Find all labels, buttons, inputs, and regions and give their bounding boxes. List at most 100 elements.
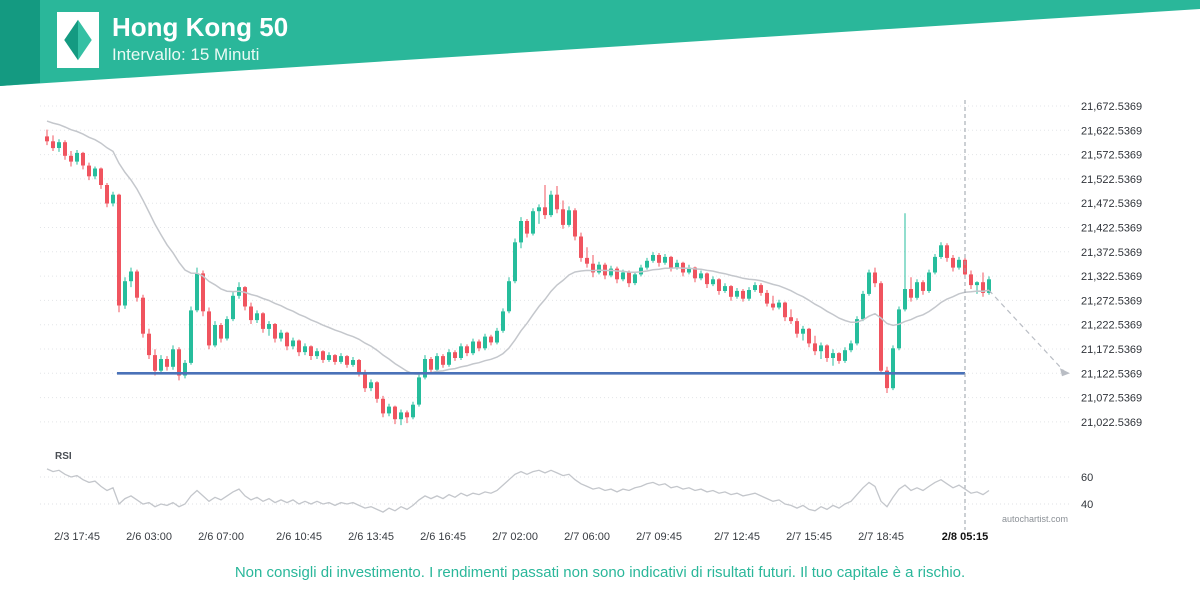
candle-up: [753, 285, 757, 290]
candle-down: [981, 282, 985, 293]
candle-down: [45, 136, 49, 142]
candle-up: [861, 293, 865, 320]
candle-up: [183, 362, 187, 376]
candle-down: [363, 372, 367, 389]
candle-down: [105, 185, 109, 204]
candle-down: [951, 257, 955, 268]
candle-up: [549, 194, 553, 216]
candle-up: [735, 290, 739, 297]
candle-down: [741, 290, 745, 299]
price-axis-label: 21,372.5369: [1081, 247, 1142, 259]
candle-up: [459, 346, 463, 358]
price-axis-label: 21,522.5369: [1081, 174, 1142, 186]
candle-up: [843, 350, 847, 361]
candle-up: [537, 207, 541, 212]
time-axis-label: 2/7 09:45: [636, 531, 682, 543]
candle-down: [273, 324, 277, 339]
candle-down: [921, 282, 925, 291]
candle-down: [693, 267, 697, 279]
candle-up: [831, 353, 835, 358]
time-axis-label: 2/6 03:00: [126, 531, 172, 543]
candle-up: [483, 336, 487, 349]
time-axis-label: 2/6 10:45: [276, 531, 322, 543]
candle-up: [75, 152, 79, 162]
candle-up: [351, 360, 355, 365]
candle-up: [777, 302, 781, 308]
candle-up: [855, 319, 859, 344]
candle-up: [897, 309, 901, 349]
candle-down: [297, 340, 301, 353]
candle-up: [225, 319, 229, 339]
time-axis-label: 2/7 06:00: [564, 531, 610, 543]
candle-down: [429, 359, 433, 370]
candle-down: [789, 317, 793, 322]
candle-down: [795, 321, 799, 334]
price-axis-label: 21,022.5369: [1081, 417, 1142, 429]
candle-up: [327, 355, 331, 360]
candle-down: [69, 155, 73, 162]
time-axis-label: 2/6 13:45: [348, 531, 394, 543]
candle-up: [633, 274, 637, 284]
disclaimer-text: Non consigli di investimento. I rendimen…: [234, 564, 966, 581]
candle-up: [495, 330, 499, 343]
candle-down: [525, 221, 529, 234]
time-axis-label: 2/6 07:00: [198, 531, 244, 543]
candle-up: [93, 168, 97, 177]
rsi-axis-label: 60: [1081, 472, 1093, 484]
candle-down: [333, 355, 337, 362]
candle-up: [339, 356, 343, 362]
moving-average-line: [46, 120, 990, 375]
candle-up: [639, 267, 643, 275]
time-axis-label: 2/6 16:45: [420, 531, 466, 543]
candle-down: [393, 406, 397, 420]
candle-down: [657, 255, 661, 263]
price-axis-label: 21,572.5369: [1081, 150, 1142, 162]
candle-up: [159, 359, 163, 371]
candle-down: [441, 356, 445, 365]
candle-up: [507, 281, 511, 312]
price-axis-label: 21,472.5369: [1081, 198, 1142, 210]
candle-down: [381, 398, 385, 414]
candle-up: [939, 245, 943, 257]
candle-up: [123, 281, 127, 306]
candle-up: [279, 332, 283, 339]
candle-down: [285, 332, 289, 347]
candle-up: [189, 310, 193, 363]
candle-down: [135, 271, 139, 298]
candle-up: [747, 290, 751, 299]
candle-up: [609, 268, 613, 276]
candle-down: [729, 286, 733, 297]
candle-up: [315, 351, 319, 357]
candle-down: [615, 268, 619, 280]
candle-up: [663, 256, 667, 263]
candle-up: [933, 256, 937, 273]
price-axis-label: 21,072.5369: [1081, 393, 1142, 405]
candle-up: [915, 282, 919, 298]
candle-up: [435, 356, 439, 370]
candle-down: [477, 341, 481, 349]
time-axis-label: 2/7 18:45: [858, 531, 904, 543]
candle-up: [111, 194, 115, 204]
candle-down: [885, 370, 889, 389]
candle-up: [975, 282, 979, 286]
candle-up: [471, 341, 475, 354]
candle-down: [873, 272, 877, 284]
candle-up: [171, 349, 175, 367]
candle-up: [957, 259, 961, 268]
candle-up: [801, 328, 805, 334]
candle-down: [249, 306, 253, 321]
candle-down: [591, 263, 595, 273]
candle-down: [207, 311, 211, 346]
price-axis-label: 21,172.5369: [1081, 344, 1142, 356]
candle-down: [561, 209, 565, 225]
candle-down: [321, 351, 325, 360]
candle-down: [579, 236, 583, 258]
candle-down: [879, 283, 883, 371]
candle-up: [501, 311, 505, 331]
candle-up: [519, 221, 523, 243]
candle-down: [837, 353, 841, 361]
candle-up: [231, 295, 235, 320]
candle-up: [567, 210, 571, 225]
